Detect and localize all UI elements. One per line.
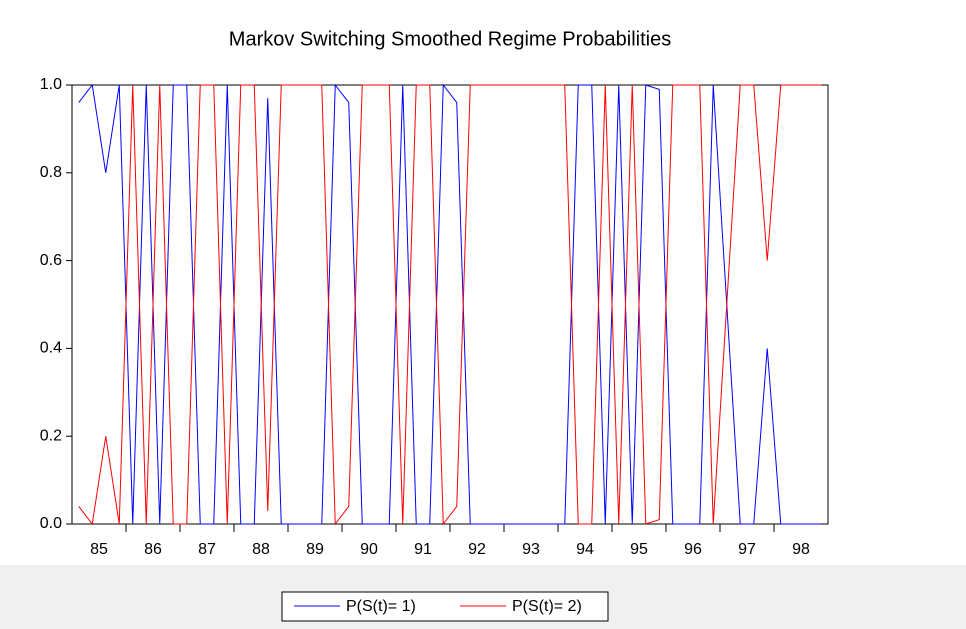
x-tick-label: 89 <box>306 541 324 558</box>
y-tick-label: 1.0 <box>40 76 62 93</box>
legend-label: P(S(t)= 2) <box>512 598 582 615</box>
plot-frame <box>71 84 829 525</box>
x-tick-label: 98 <box>792 541 810 558</box>
legend-label: P(S(t)= 1) <box>346 598 416 615</box>
x-tick-label: 93 <box>522 541 540 558</box>
y-tick-label: 0.8 <box>40 164 62 181</box>
x-tick-label: 92 <box>468 541 486 558</box>
x-tick-label: 85 <box>90 541 108 558</box>
x-tick-label: 87 <box>198 541 216 558</box>
x-tick-label: 94 <box>576 541 594 558</box>
x-tick-label: 91 <box>414 541 432 558</box>
x-tick-label: 95 <box>630 541 648 558</box>
y-tick-label: 0.4 <box>40 340 62 357</box>
y-tick-label: 0.0 <box>40 515 62 532</box>
x-tick-label: 96 <box>684 541 702 558</box>
x-tick-label: 90 <box>360 541 378 558</box>
line <box>78 84 822 526</box>
x-tick-label: 97 <box>738 541 756 558</box>
line <box>78 83 822 525</box>
y-tick-label: 0.6 <box>40 252 62 269</box>
chart-title: Markov Switching Smoothed Regime Probabi… <box>229 28 671 50</box>
x-tick-label: 86 <box>144 541 162 558</box>
y-tick-label: 0.2 <box>40 427 62 444</box>
x-tick-label: 88 <box>252 541 270 558</box>
